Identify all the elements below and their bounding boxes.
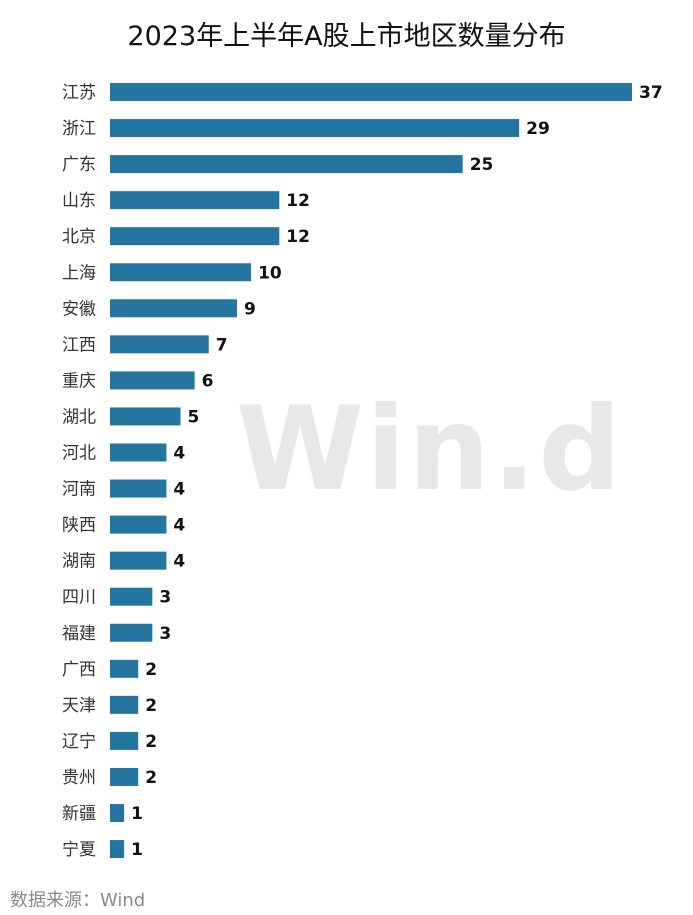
data-label: 29 — [526, 119, 550, 139]
data-label: 9 — [244, 299, 256, 319]
category-label: 湖南 — [62, 552, 96, 572]
data-label: 10 — [258, 263, 282, 283]
data-label: 2 — [145, 732, 157, 752]
data-label: 12 — [286, 191, 310, 211]
data-label: 2 — [145, 696, 157, 716]
category-label: 江西 — [62, 335, 96, 355]
data-label: 4 — [173, 444, 185, 464]
category-label: 福建 — [62, 624, 96, 644]
data-label: 6 — [202, 371, 214, 391]
bar — [110, 119, 520, 138]
data-label: 4 — [173, 480, 185, 500]
data-label: 3 — [159, 624, 171, 644]
category-label: 安徽 — [62, 299, 96, 319]
bar — [110, 551, 167, 570]
data-label: 7 — [216, 335, 228, 355]
category-label: 上海 — [62, 263, 96, 283]
category-label: 贵州 — [62, 768, 96, 788]
bar — [110, 623, 153, 642]
data-label: 2 — [145, 768, 157, 788]
bar — [110, 479, 167, 498]
bar — [110, 587, 153, 606]
bar — [110, 191, 280, 210]
data-label: 1 — [131, 840, 143, 860]
category-label: 河北 — [62, 444, 96, 464]
category-label: 广西 — [62, 660, 96, 680]
bar — [110, 443, 167, 462]
data-label: 12 — [286, 227, 310, 247]
bar — [110, 155, 463, 174]
data-label: 3 — [159, 588, 171, 608]
bar — [110, 299, 237, 318]
category-label: 陕西 — [62, 516, 96, 536]
category-label: 河南 — [62, 480, 96, 500]
data-label: 25 — [470, 155, 494, 175]
bar — [110, 695, 139, 714]
bar — [110, 335, 209, 354]
bar — [110, 804, 125, 822]
bar — [110, 263, 252, 282]
bar — [110, 371, 195, 390]
category-label: 辽宁 — [62, 732, 96, 752]
bar — [110, 515, 167, 534]
category-label: 四川 — [62, 588, 96, 608]
bar — [110, 767, 139, 786]
data-source-note: 数据来源：Wind — [10, 890, 146, 911]
chart-title: 2023年上半年A股上市地区数量分布 — [127, 21, 566, 52]
category-label: 重庆 — [62, 371, 96, 391]
bar — [110, 83, 632, 101]
data-label: 4 — [173, 516, 185, 536]
category-label: 广东 — [62, 155, 96, 175]
data-label: 5 — [188, 407, 200, 427]
category-label: 宁夏 — [62, 840, 96, 860]
category-label: 北京 — [62, 227, 96, 247]
category-label: 江苏 — [62, 83, 96, 103]
category-label: 山东 — [62, 191, 96, 211]
category-label: 天津 — [62, 696, 96, 716]
data-label: 4 — [173, 552, 185, 572]
category-label: 新疆 — [62, 804, 96, 824]
bar — [110, 407, 181, 426]
category-label: 湖北 — [62, 407, 96, 427]
category-label: 浙江 — [62, 119, 96, 139]
data-label: 2 — [145, 660, 157, 680]
bar — [110, 840, 125, 859]
bar — [110, 659, 139, 678]
data-label: 1 — [131, 804, 143, 824]
bar — [110, 731, 139, 750]
data-label: 37 — [639, 83, 663, 103]
bar — [110, 227, 280, 246]
